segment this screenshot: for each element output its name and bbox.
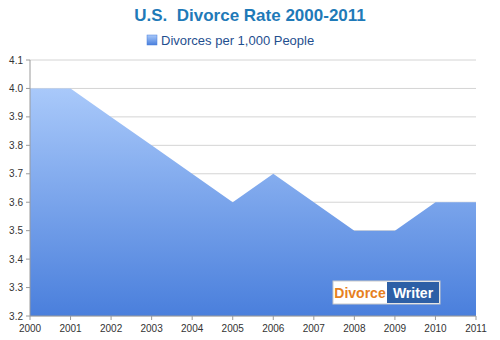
chart: U.S. Divorce Rate 2000-2011 3.2 3.3 3.4 3.5 3…: [0, 0, 500, 340]
title: U.S. Divorce Rate 2000-2011: [134, 6, 366, 25]
x-axis: [30, 316, 476, 317]
y-tick-label: 4.1: [9, 55, 23, 66]
y-tick-label: 3.5: [9, 225, 23, 236]
tick-mark: [26, 88, 30, 89]
tick-mark: [26, 230, 30, 231]
tick-mark: [26, 116, 30, 117]
x-tick-label: 2006: [262, 323, 285, 334]
area-group: [30, 88, 476, 316]
logo: Divorce Writer: [333, 281, 440, 304]
x-tick-label: 2003: [141, 323, 164, 334]
grid: [30, 60, 476, 316]
area: [30, 88, 476, 316]
tick-mark: [26, 145, 30, 146]
x-tick-mark: [151, 316, 152, 320]
x-tick-mark: [476, 316, 477, 320]
y-tick-label: 3.3: [9, 282, 23, 293]
x-tick-mark: [435, 316, 436, 320]
tick-mark: [26, 287, 30, 288]
x-tick-mark: [192, 316, 193, 320]
grid-line: [30, 88, 476, 89]
y-tick-label: 3.2: [9, 311, 23, 322]
y-axis: [30, 60, 31, 316]
annotation: Writer: [393, 285, 434, 301]
x-tick-label: 2009: [384, 323, 407, 334]
logo-box-dark: [387, 282, 439, 303]
tick-mark: [26, 173, 30, 174]
grid-line: [30, 316, 476, 317]
tick-mark: [26, 60, 30, 61]
legend-label: Divorces per 1,000 People: [161, 33, 314, 48]
x-tick-mark: [394, 316, 395, 320]
x-tick-mark: [273, 316, 274, 320]
legend: Divorces per 1,000 People: [147, 33, 314, 48]
annotation: Divorce: [334, 285, 386, 301]
y-tick-label: 3.4: [9, 254, 23, 265]
legend-swatch: [147, 35, 157, 45]
x-tick-mark: [70, 316, 71, 320]
y-tick-label: 3.8: [9, 140, 23, 151]
x-tick-mark: [313, 316, 314, 320]
y-tick-label: 3.9: [9, 111, 23, 122]
y-tick-label: 4.0: [9, 83, 23, 94]
x-tick-mark: [232, 316, 233, 320]
x-tick-label: 2004: [181, 323, 204, 334]
x-tick-label: 2002: [100, 323, 123, 334]
x-tick-label: 2001: [59, 323, 82, 334]
tick-mark: [26, 259, 30, 260]
x-tick-label: 2007: [303, 323, 326, 334]
x-tick-mark: [30, 316, 31, 320]
tick-mark: [26, 202, 30, 203]
y-tick-label: 3.7: [9, 168, 23, 179]
y-tick-label: 3.6: [9, 197, 23, 208]
logo-box: [333, 281, 440, 304]
x-tick-label: 2010: [424, 323, 447, 334]
x-tick-mark: [354, 316, 355, 320]
x-tick-mark: [111, 316, 112, 320]
grid-line: [30, 60, 476, 61]
x-tick-label: 2011: [465, 323, 487, 334]
tick-mark: [26, 316, 30, 317]
x-tick-label: 2008: [343, 323, 366, 334]
x-tick-label: 2005: [222, 323, 245, 334]
x-tick-label: 2000: [19, 323, 42, 334]
